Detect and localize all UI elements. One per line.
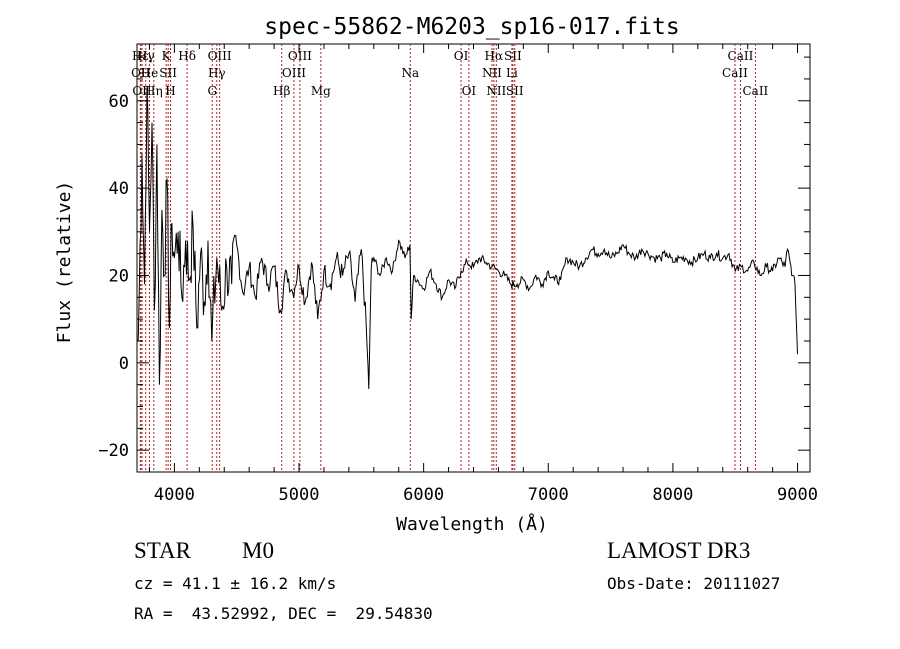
- object-class: STAR: [134, 538, 191, 563]
- spectral-line-label: OIII: [288, 49, 312, 63]
- spectral-line-label: OIII: [208, 49, 232, 63]
- redshift-value: cz = 41.1 ± 16.2 km/s: [134, 574, 337, 593]
- spectral-line-labels: Hε OII OII Hγ He Hη K SII H Hδ OIII Hγ G Hβ OIII OIII Mg…: [131, 49, 768, 98]
- y-tick-label: 60: [109, 92, 129, 112]
- spectral-line-label: OII: [131, 66, 151, 80]
- flux-series: [137, 87, 798, 390]
- spectral-line-label: G: [207, 84, 217, 98]
- x-tick-label: 7000: [528, 485, 569, 505]
- observation-date: Obs-Date: 20111027: [607, 574, 781, 593]
- chart-title: spec-55862-M6203_sp16-017.fits: [264, 14, 679, 40]
- spectral-line-label: Hδ: [178, 49, 196, 63]
- y-tick-label: 0: [119, 354, 129, 374]
- spectral-line-label: OI: [462, 84, 477, 98]
- y-axis-label: Flux (relative): [54, 181, 75, 344]
- axis-ticks: 4000 5000 6000 7000 8000 9000 −20 0 20 40 60: [98, 44, 818, 505]
- spectral-line-label: SII: [504, 49, 522, 63]
- spectral-line-label: NII: [486, 84, 506, 98]
- spectral-line-label: OII: [132, 84, 152, 98]
- spectral-line-label: Hη: [145, 84, 163, 98]
- x-tick-label: 8000: [652, 485, 693, 505]
- spectral-line-label: He: [141, 66, 159, 80]
- spectral-line-label: OIII: [282, 66, 306, 80]
- y-tick-label: 40: [109, 179, 129, 199]
- spectral-line-label: OI: [454, 49, 469, 63]
- x-tick-label: 9000: [777, 485, 818, 505]
- spectral-line-label: NII: [482, 66, 502, 80]
- y-tick-label: −20: [98, 441, 129, 461]
- spectral-line-label: CaII: [728, 49, 754, 63]
- spectral-line-label: CaII: [742, 84, 768, 98]
- spectral-line-label: Hγ: [137, 49, 155, 63]
- spectral-line-label: Hε: [132, 49, 149, 63]
- spectral-line-label: Na: [401, 66, 419, 80]
- x-tick-label: 5000: [279, 485, 320, 505]
- x-tick-label: 4000: [154, 485, 195, 505]
- spectral-line-label: Hγ: [208, 66, 226, 80]
- spectral-line-label: SII: [159, 66, 177, 80]
- spectral-line-label: Li: [506, 66, 518, 80]
- spectral-line-label: Mg: [311, 84, 331, 98]
- spectral-line-label: SII: [506, 84, 524, 98]
- survey-name: LAMOST DR3: [607, 538, 751, 563]
- spectrum-plot: 4000 5000 6000 7000 8000 9000 −20 0 20 40 60 Hε OII…: [54, 14, 818, 535]
- object-subclass: M0: [242, 538, 274, 563]
- flux-line: [137, 87, 798, 390]
- spectral-line-label: H: [165, 84, 175, 98]
- x-tick-label: 6000: [403, 485, 444, 505]
- spectral-line-label: Hα: [485, 49, 504, 63]
- coordinates: RA = 43.52992, DEC = 29.54830: [134, 604, 433, 623]
- y-tick-label: 20: [109, 266, 129, 286]
- x-axis-label: Wavelength (Å): [396, 513, 548, 535]
- spectral-line-label: K: [162, 49, 172, 63]
- spectral-line-label: CaII: [722, 66, 748, 80]
- spectral-line-label: Hβ: [273, 84, 290, 98]
